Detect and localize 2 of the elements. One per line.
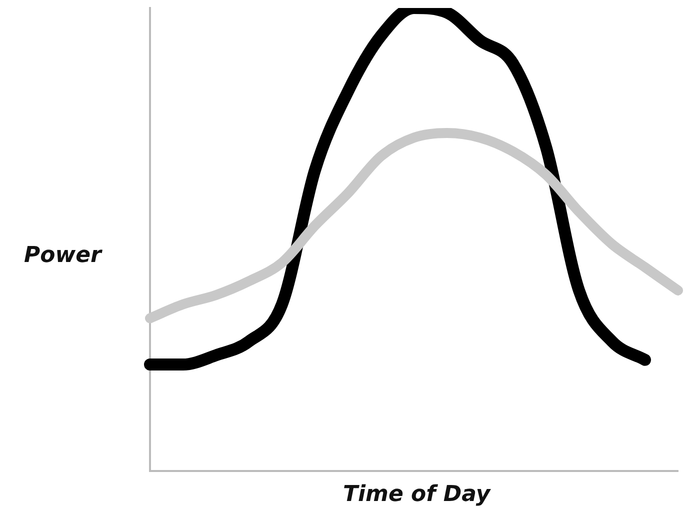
x-axis-title: Time of Day [343,482,490,507]
y-axis-title: Power [24,243,102,268]
